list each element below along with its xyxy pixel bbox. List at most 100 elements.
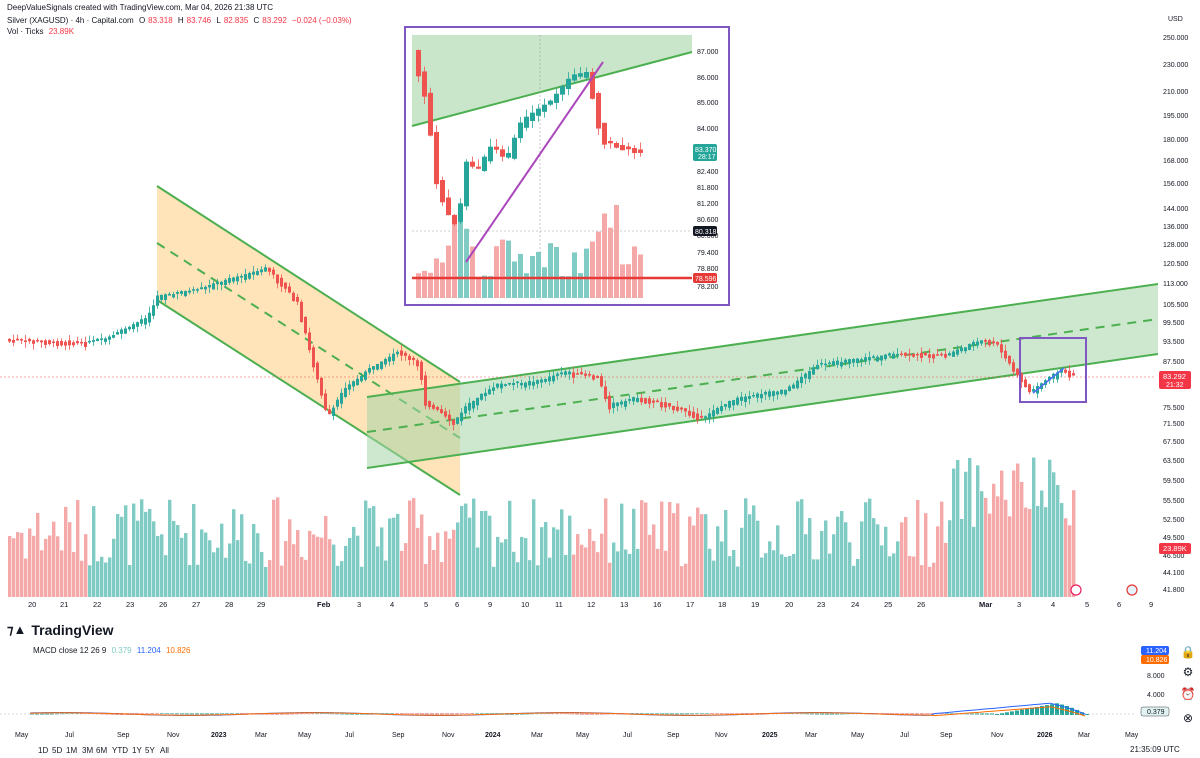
candle-body <box>64 341 67 346</box>
candle-body <box>1064 369 1067 373</box>
zoom-inset[interactable]: 87.000 86.000 85.000 84.000 82.400 81.800 81.2… <box>404 26 730 306</box>
volume-bar <box>156 535 160 597</box>
candle-body <box>1016 368 1019 376</box>
symbol-title[interactable]: Silver (XAGUSD) · 4h · Capital.com <box>7 16 134 25</box>
lock-icon[interactable]: 🔒 <box>1180 645 1196 659</box>
volume-bar <box>220 523 224 597</box>
candle-body <box>748 396 751 399</box>
candle-body <box>744 396 747 402</box>
volume-bar <box>300 556 304 597</box>
macd-time-axis[interactable]: May Jul Sep Nov 2023 Mar May Jul Sep Nov 2024 Mar Ma… <box>15 732 1139 739</box>
candle-body <box>980 340 983 344</box>
macd-legend[interactable]: MACD close 12 26 9 0.379 11.204 10.826 <box>33 646 193 655</box>
time-axis[interactable]: 20 21 22 23 26 27 28 29 Feb 3 4 5 6 9 10 11 12 13 16 17 18 19… <box>28 600 1153 609</box>
timeframe-button-5d[interactable]: 5D <box>52 746 63 755</box>
inset-channel-line <box>411 51 693 127</box>
settings-icon[interactable]: ⚙ <box>1182 665 1194 679</box>
macd-chart[interactable]: 11.204 10.826 8.000 4.000 0.379 May Jul Se… <box>0 640 1200 745</box>
candle-body <box>128 326 131 330</box>
candle-body <box>268 267 271 272</box>
volume-bar <box>20 532 24 597</box>
volume-bar <box>408 500 412 597</box>
ascending-channel-top[interactable] <box>366 283 1159 398</box>
chart-attribution: DeepValueSignals created with TradingVie… <box>7 3 274 12</box>
volume-bar <box>852 565 856 597</box>
candle-body <box>932 354 935 359</box>
volume-bar <box>884 526 888 597</box>
candle-body <box>460 412 463 422</box>
macd-time-tick: May <box>15 732 29 739</box>
ascending-channel-bottom[interactable] <box>366 353 1159 469</box>
candle-body <box>112 334 115 338</box>
candle-body <box>120 329 123 334</box>
volume-legend[interactable]: Vol · Ticks 23.89K <box>7 27 77 36</box>
price-tick: 55.500 <box>1163 498 1185 505</box>
main-chart[interactable]: 87.000 86.000 85.000 84.000 82.400 81.800 81.2… <box>0 0 1200 620</box>
candle-body <box>888 353 891 356</box>
timeframe-button-all[interactable]: All <box>160 746 169 755</box>
volume-bar <box>416 527 420 597</box>
timeframe-button-1y[interactable]: 1Y <box>132 746 142 755</box>
volume-bar <box>784 556 788 597</box>
earnings-event-icon[interactable] <box>1070 584 1082 596</box>
timeframe-button-5y[interactable]: 5Y <box>145 746 155 755</box>
alert-icon[interactable]: ⏰ <box>1180 687 1196 701</box>
candle-body <box>892 353 895 359</box>
candle-body <box>1032 389 1035 392</box>
candle-body <box>652 400 655 403</box>
volume-bar <box>256 533 260 597</box>
volume-bar <box>820 530 824 597</box>
macd-title[interactable]: MACD close 12 26 9 <box>33 646 107 655</box>
volume-bar <box>572 554 576 597</box>
symbol-legend[interactable]: Silver (XAGUSD) · 4h · Capital.com O 83.3… <box>7 16 355 25</box>
last-price-time: 21:32 <box>1166 382 1184 389</box>
inset-price-label: 83.370 <box>695 147 717 154</box>
descending-channel-top[interactable] <box>156 185 461 383</box>
macd-time-tick: Mar <box>531 732 544 739</box>
timeframe-button-1d[interactable]: 1D <box>38 746 49 755</box>
price-axis[interactable]: 250.000 230.000 210.000 195.000 180.000 168.0… <box>1163 35 1188 594</box>
volume-bar <box>736 566 740 597</box>
candle-body <box>248 272 251 279</box>
timeframe-button-ytd[interactable]: YTD <box>112 746 128 755</box>
volume-bar <box>676 503 680 597</box>
volume-bar <box>380 527 384 597</box>
candle-body <box>964 347 967 352</box>
volume-bar <box>876 524 880 597</box>
timeframe-button-6m[interactable]: 6M <box>96 746 108 755</box>
volume-bar <box>1044 507 1048 597</box>
economic-event-icon[interactable] <box>1126 584 1138 596</box>
candle-body <box>364 371 367 380</box>
volume-bar <box>428 536 432 597</box>
timeframe-button-1m[interactable]: 1M <box>66 746 78 755</box>
macd-signal-line <box>29 706 1086 717</box>
time-tick: Mar <box>979 600 992 609</box>
candle-body <box>696 413 699 421</box>
volume-bar <box>848 542 852 597</box>
close-icon[interactable]: ⊗ <box>1182 711 1194 725</box>
inset-channel-fill <box>412 35 692 126</box>
candle-body <box>236 276 239 282</box>
mini-trendline[interactable] <box>1032 367 1065 394</box>
highlight-box[interactable] <box>1019 337 1087 403</box>
candle-body <box>1024 379 1027 388</box>
candle-body <box>164 294 167 300</box>
volume-title[interactable]: Vol · Ticks <box>7 27 44 36</box>
price-tick: 99.500 <box>1163 320 1185 327</box>
ascending-channel-mid <box>366 318 1159 433</box>
candle-body <box>716 407 719 414</box>
inset-price-tick: 82.400 <box>697 169 719 176</box>
volume-bar <box>44 538 48 597</box>
price-tick: 105.500 <box>1163 302 1188 309</box>
candle-body <box>200 287 203 290</box>
volume-bar <box>988 513 992 597</box>
candle-body <box>864 357 867 361</box>
utc-clock[interactable]: 21:35:09 UTC <box>1130 745 1180 754</box>
timeframe-button-3m[interactable]: 3M <box>82 746 94 755</box>
candle-body <box>848 359 851 364</box>
candle-body <box>484 392 487 397</box>
volume-bar <box>56 536 60 597</box>
volume-bar <box>452 529 456 597</box>
volume-bar <box>308 530 312 597</box>
volume-bar <box>476 547 480 597</box>
